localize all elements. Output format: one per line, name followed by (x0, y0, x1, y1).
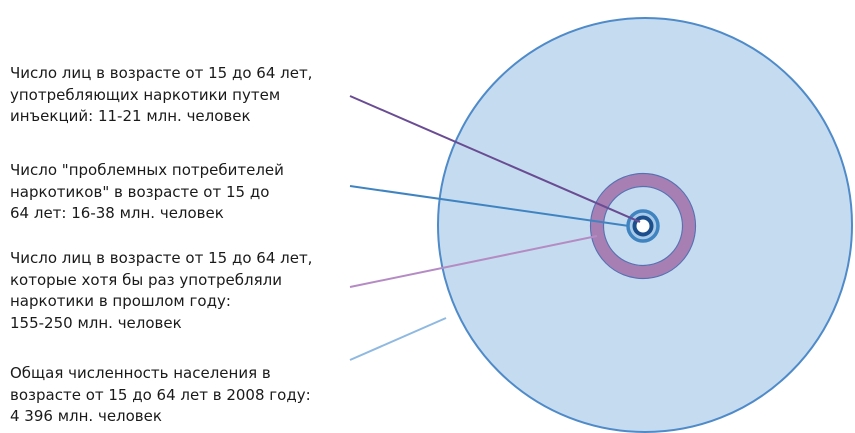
leader-line-total-population (349, 317, 447, 361)
label-total-population: Общая численность населения в возрасте о… (10, 364, 311, 425)
annual-users-ring (591, 174, 695, 278)
label-injecting-users: Число лиц в возрасте от 15 до 64 лет, уп… (10, 64, 313, 125)
label-annual-users: Число лиц в возрасте от 15 до 64 лет, ко… (10, 249, 313, 332)
label-problem-users: Число "проблемных потребителей наркотико… (10, 161, 284, 222)
leader-line-injecting-users (349, 95, 641, 223)
leader-line-problem-users (349, 185, 630, 227)
leader-line-annual-users (349, 235, 598, 288)
annual-users-ring-outer-edge (589, 172, 697, 280)
annual-users-ring-inner-edge (602, 185, 684, 267)
